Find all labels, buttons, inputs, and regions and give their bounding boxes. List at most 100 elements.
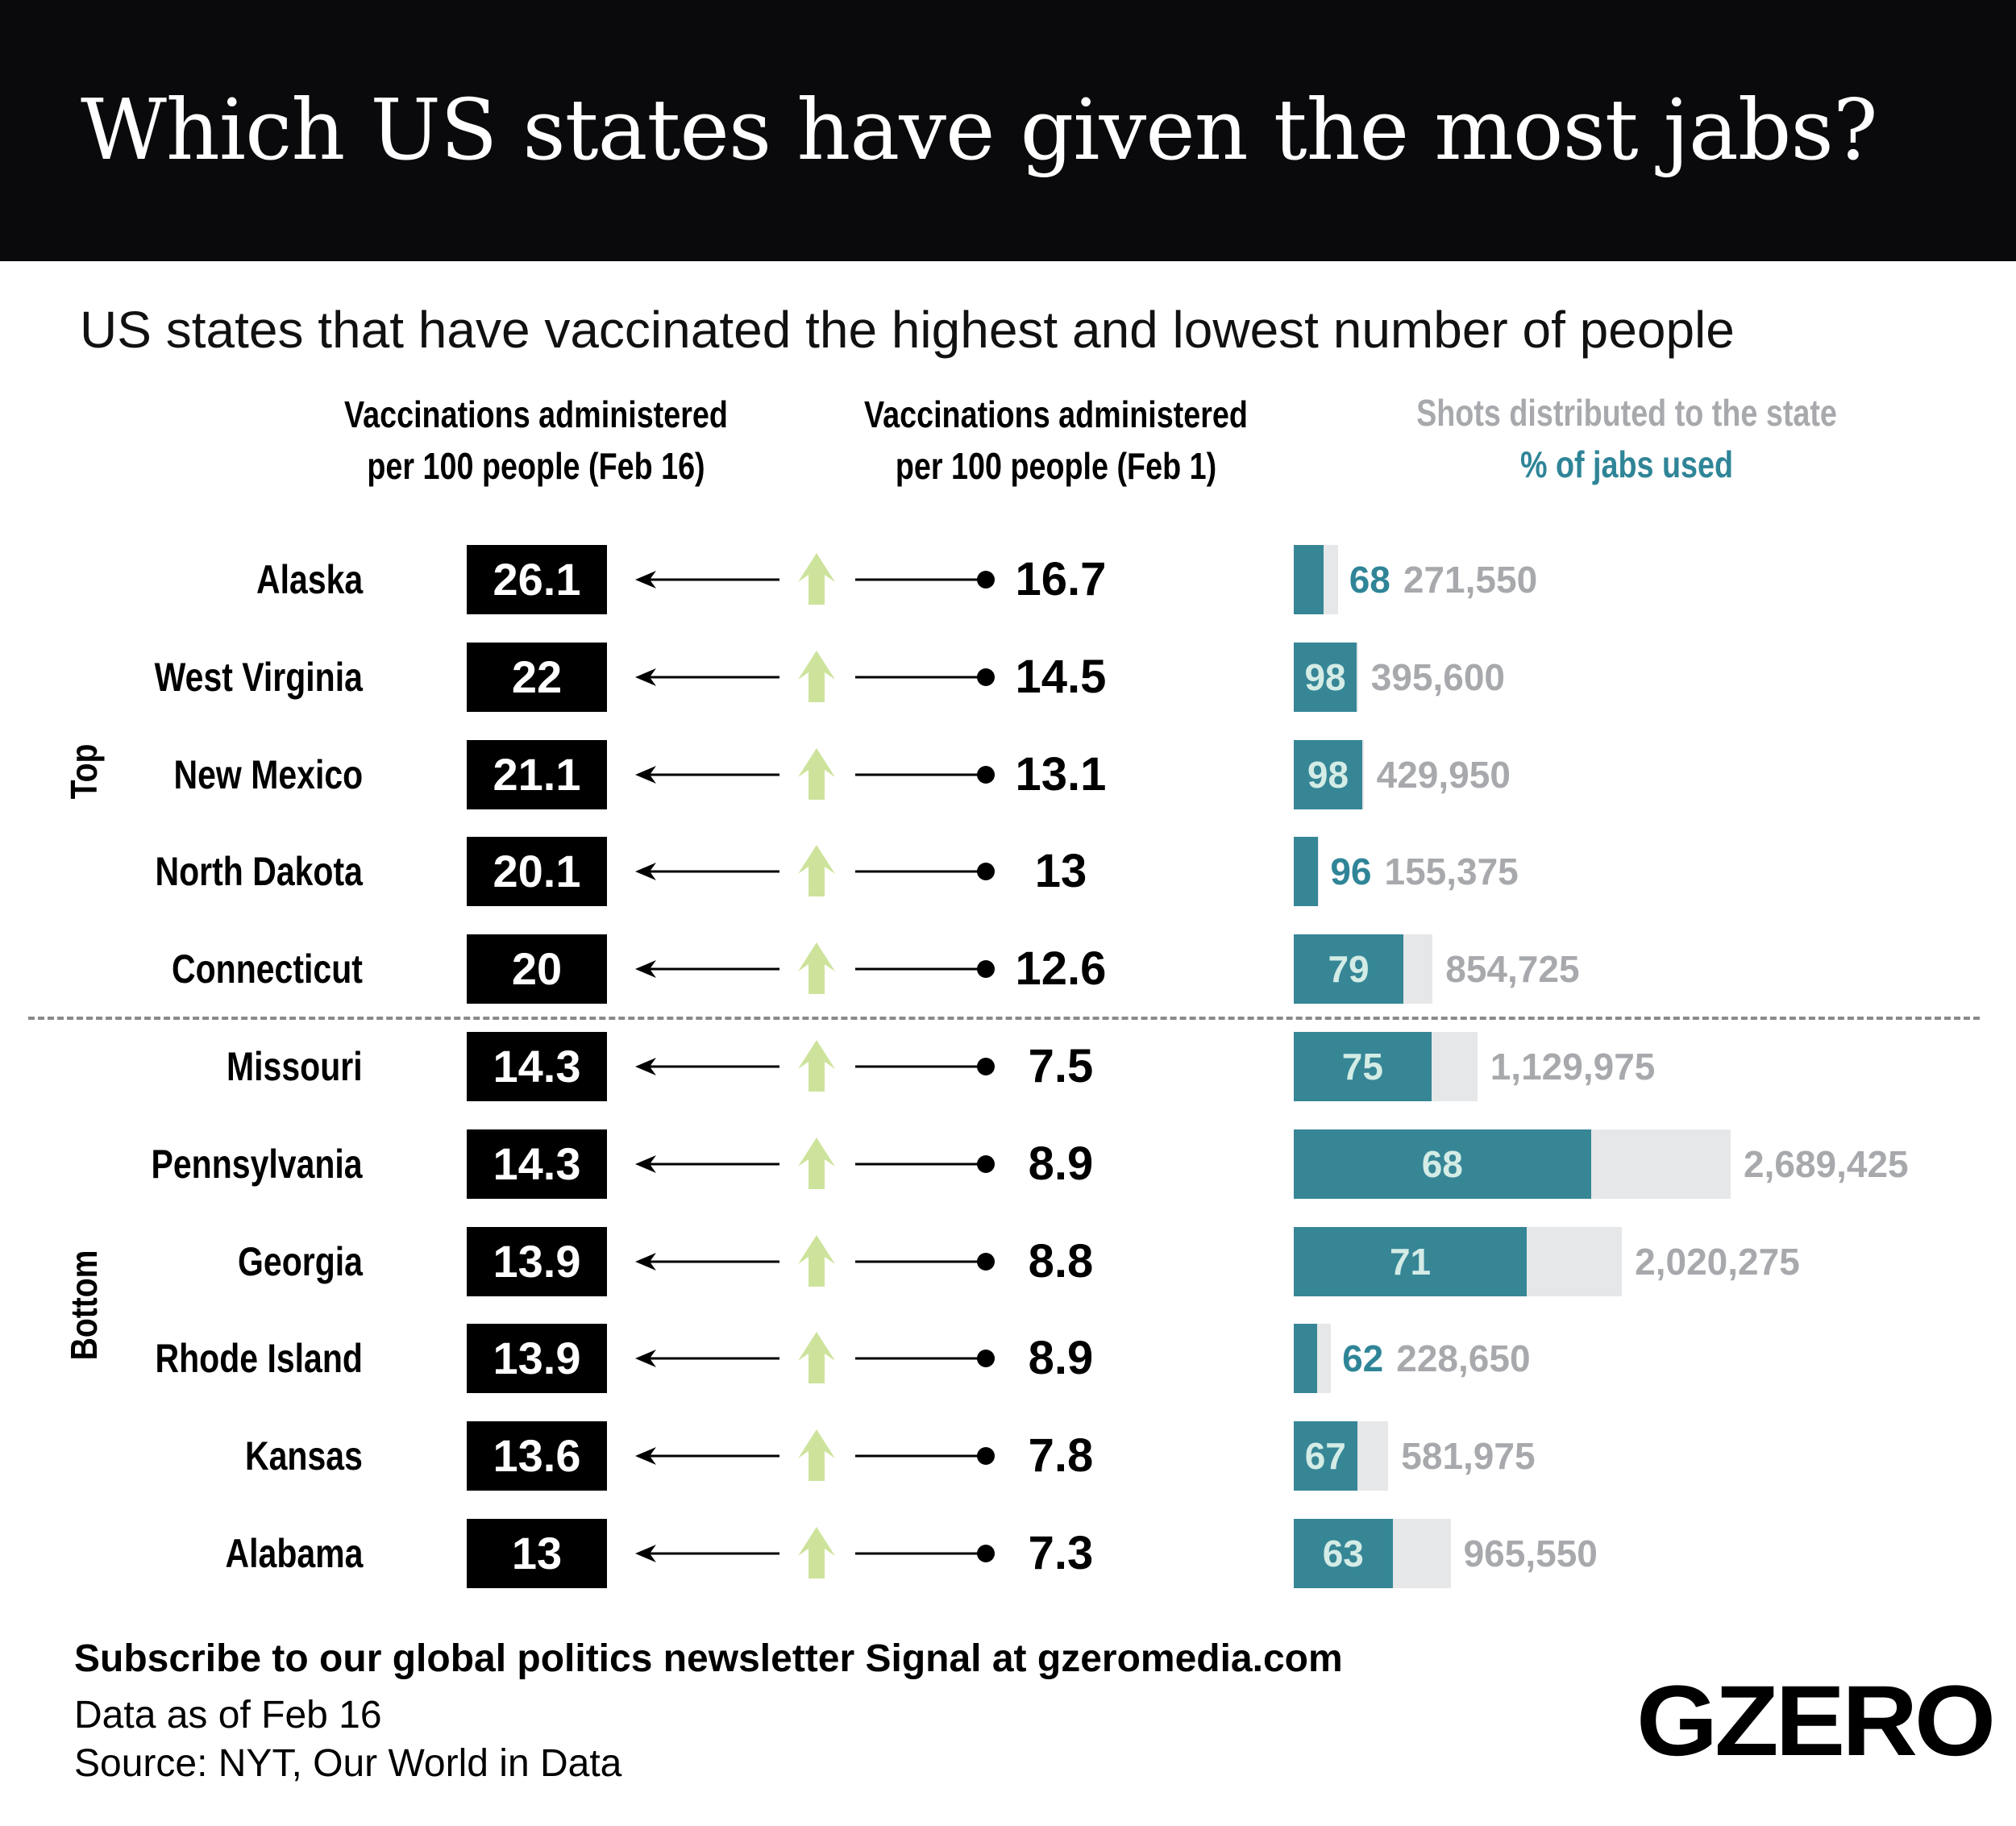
feb16-value: 14.3 bbox=[467, 1129, 607, 1199]
shots-bar-group: 63 965,550 bbox=[1294, 1519, 1598, 1588]
shots-distributed-bar bbox=[1294, 545, 1338, 614]
change-arrow bbox=[635, 845, 995, 897]
pct-label: 68 bbox=[1421, 1142, 1463, 1185]
shots-label: 1,129,975 bbox=[1490, 1046, 1656, 1088]
start-dot bbox=[977, 1058, 995, 1075]
shots-legend-label: Shots distributed to the state bbox=[1416, 392, 1837, 434]
column-header-shots: Shots distributed to the state % of jabs… bbox=[1395, 387, 1858, 490]
table-row: Rhode Island 13.9 8.9 62 228,650 bbox=[0, 1324, 2016, 1394]
jabs-used-bar: 98 bbox=[1294, 739, 1362, 809]
shots-bar-group: 79 854,725 bbox=[1294, 934, 1580, 1005]
chart-title: Which US states have given the most jabs… bbox=[81, 81, 1878, 179]
shots-bar-group: 68 2,689,425 bbox=[1294, 1129, 1909, 1199]
shots-distributed-bar: 67 bbox=[1294, 1421, 1389, 1491]
column-header-feb16-line2: per 100 people (Feb 16) bbox=[367, 445, 705, 487]
jabs-used-bar: 98 bbox=[1294, 642, 1357, 712]
table-row: Kansas 13.6 7.8 67 581,975 bbox=[0, 1421, 2016, 1491]
feb16-value: 20.1 bbox=[467, 837, 607, 907]
column-header-feb16: Vaccinations administered per 100 people… bbox=[338, 389, 734, 492]
feb16-value: 13.9 bbox=[467, 1324, 607, 1394]
shots-label: 271,550 bbox=[1403, 559, 1538, 601]
feb16-value: 13 bbox=[467, 1519, 607, 1588]
change-arrow bbox=[635, 1332, 995, 1384]
state-label: New Mexico bbox=[173, 751, 363, 797]
shots-distributed-bar: 68 bbox=[1294, 1129, 1731, 1199]
start-dot bbox=[977, 1154, 995, 1173]
feb1-value: 12.6 bbox=[1015, 942, 1107, 996]
up-arrow-icon bbox=[798, 553, 835, 605]
shots-distributed-bar: 98 bbox=[1294, 739, 1364, 809]
jabs-used-bar: 63 bbox=[1294, 1519, 1393, 1588]
change-arrow bbox=[635, 1429, 995, 1482]
jabs-used-bar: 71 bbox=[1294, 1226, 1528, 1296]
feb1-value: 8.9 bbox=[1028, 1137, 1094, 1190]
table-row: Alaska 26.1 16.7 68 271,550 bbox=[0, 545, 2016, 614]
shots-distributed-bar bbox=[1294, 1324, 1332, 1394]
change-arrow bbox=[635, 1040, 995, 1092]
change-arrow bbox=[635, 650, 995, 702]
state-label: Rhode Island bbox=[155, 1336, 363, 1382]
feb1-value: 8.8 bbox=[1028, 1234, 1094, 1287]
jabs-used-bar bbox=[1294, 1324, 1317, 1394]
shots-distributed-bar bbox=[1294, 837, 1320, 907]
pct-label: 75 bbox=[1341, 1046, 1383, 1088]
pct-label: 62 bbox=[1342, 1337, 1384, 1380]
feb1-value: 7.3 bbox=[1028, 1527, 1094, 1579]
up-arrow-icon bbox=[798, 845, 835, 897]
up-arrow-icon bbox=[798, 747, 835, 800]
change-arrow bbox=[635, 1137, 995, 1189]
feb16-value: 20 bbox=[467, 934, 607, 1005]
up-arrow-icon bbox=[798, 1332, 835, 1384]
feb16-value: 21.1 bbox=[467, 739, 607, 809]
jabs-used-bar bbox=[1294, 545, 1324, 614]
change-arrow bbox=[635, 1527, 995, 1579]
feb16-value: 13.9 bbox=[467, 1226, 607, 1296]
pct-legend-label: % of jabs used bbox=[1519, 443, 1734, 485]
shots-distributed-bar: 79 bbox=[1294, 934, 1433, 1005]
feb16-value: 14.3 bbox=[467, 1032, 607, 1101]
up-arrow-icon bbox=[798, 1234, 835, 1287]
table-row: Connecticut 20 12.6 79 854,725 bbox=[0, 934, 2016, 1005]
pct-label: 98 bbox=[1307, 753, 1349, 796]
up-arrow-icon bbox=[798, 1040, 835, 1092]
feb1-value: 7.8 bbox=[1028, 1429, 1094, 1483]
column-header-feb1-line2: per 100 people (Feb 1) bbox=[895, 445, 1217, 487]
shots-label: 581,975 bbox=[1401, 1435, 1536, 1478]
jabs-used-bar: 68 bbox=[1294, 1129, 1591, 1199]
column-header-feb1: Vaccinations administered per 100 people… bbox=[858, 389, 1254, 492]
state-label: Georgia bbox=[238, 1238, 363, 1284]
jabs-used-bar: 67 bbox=[1294, 1421, 1357, 1491]
gzero-logo: GZERO bbox=[1636, 1666, 1996, 1777]
up-arrow-icon bbox=[798, 942, 835, 995]
table-row: Alabama 13 7.3 63 965,550 bbox=[0, 1519, 2016, 1588]
up-arrow-icon bbox=[798, 650, 835, 702]
table-row: North Dakota 20.1 13 96 155,375 bbox=[0, 837, 2016, 907]
shots-label: 965,550 bbox=[1463, 1533, 1598, 1574]
start-dot bbox=[977, 863, 995, 881]
shots-label: 2,689,425 bbox=[1744, 1142, 1909, 1185]
shots-bar-group: 75 1,129,975 bbox=[1294, 1032, 1655, 1101]
table-row: West Virginia 22 14.5 98 395,600 bbox=[0, 642, 2016, 712]
state-label: Alaska bbox=[256, 557, 363, 602]
pct-label: 79 bbox=[1328, 948, 1370, 991]
feb1-value: 13.1 bbox=[1015, 747, 1107, 801]
feb16-value: 22 bbox=[467, 642, 607, 712]
shots-bar-group: 98 429,950 bbox=[1294, 739, 1511, 809]
change-arrow bbox=[635, 942, 995, 995]
start-dot bbox=[977, 1545, 995, 1562]
table-row: Missouri 14.3 7.5 75 1,129,975 bbox=[0, 1032, 2016, 1101]
pct-label: 63 bbox=[1322, 1533, 1364, 1574]
start-dot bbox=[977, 1252, 995, 1271]
feb1-value: 16.7 bbox=[1015, 553, 1107, 605]
table-row: New Mexico 21.1 13.1 98 429,950 bbox=[0, 739, 2016, 809]
shots-bar-group: 98 395,600 bbox=[1294, 642, 1505, 712]
shots-distributed-bar: 75 bbox=[1294, 1032, 1478, 1101]
source-note: Source: NYT, Our World in Data bbox=[74, 1742, 622, 1785]
start-dot bbox=[977, 571, 995, 589]
shots-bar-group: 96 155,375 bbox=[1294, 837, 1519, 907]
jabs-used-bar bbox=[1294, 837, 1319, 907]
change-arrow bbox=[635, 1234, 995, 1287]
group-divider bbox=[28, 1017, 1980, 1020]
up-arrow-icon bbox=[798, 1429, 835, 1482]
pct-label: 71 bbox=[1389, 1240, 1432, 1283]
